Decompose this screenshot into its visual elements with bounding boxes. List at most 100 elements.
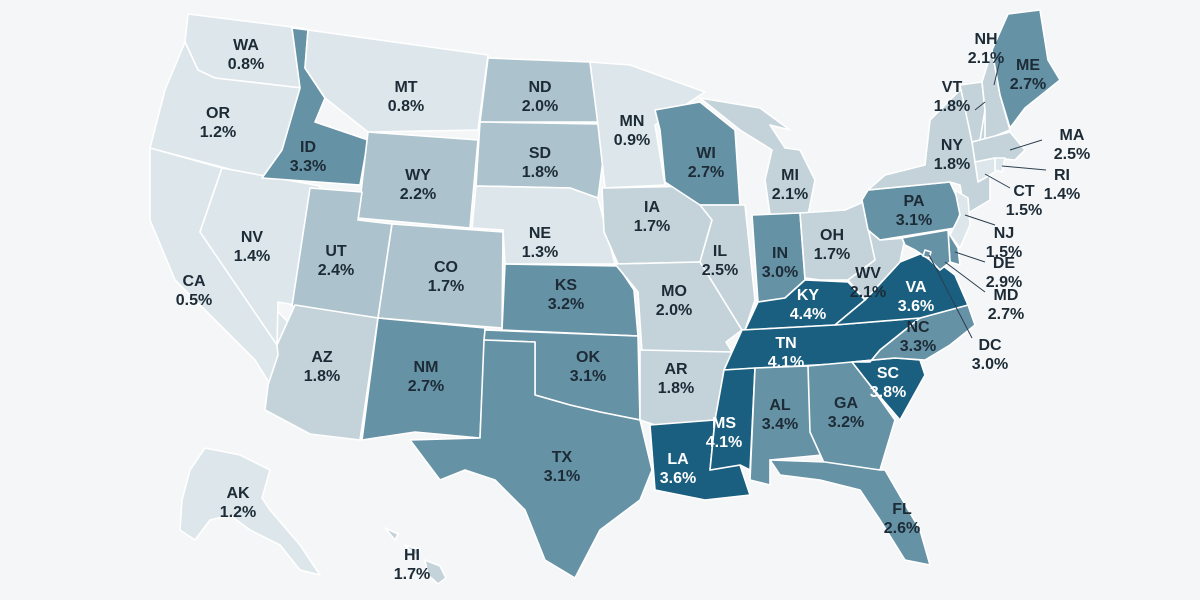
state-value-ND: 2.0% [522,98,558,115]
state-value-OR: 1.2% [200,124,236,141]
state-code-MS: MS [712,415,736,432]
state-code-DC: DC [978,337,1002,354]
state-HI[interactable] [384,527,447,585]
state-value-VT: 1.8% [934,98,970,115]
state-code-TX: TX [552,449,573,466]
state-code-OK: OK [576,349,600,366]
state-code-WI: WI [696,145,716,162]
state-code-NC: NC [906,319,930,336]
leader-DC [928,254,973,339]
state-code-PA: PA [903,193,924,210]
state-code-OH: OH [820,227,844,244]
state-value-WV: 2.1% [850,284,886,301]
state-value-TX: 3.1% [544,468,580,485]
state-code-AR: AR [664,361,688,378]
state-code-SD: SD [529,145,551,162]
state-code-VT: VT [942,79,963,96]
state-code-MI: MI [781,167,799,184]
state-value-AZ: 1.8% [304,368,340,385]
state-value-CA: 0.5% [176,292,212,309]
state-value-SD: 1.8% [522,164,558,181]
state-NJ[interactable] [949,189,971,249]
state-code-KY: KY [797,287,820,304]
leader-DE [954,251,986,263]
state-value-ME: 2.7% [1010,76,1046,93]
state-RI[interactable] [994,157,1006,173]
state-code-NM: NM [414,359,439,376]
state-code-CO: CO [434,259,458,276]
state-TX[interactable] [409,339,653,579]
state-value-RI: 1.4% [1044,186,1080,203]
state-NV[interactable] [199,167,321,346]
state-code-VA: VA [905,279,926,296]
state-value-NH: 2.1% [968,50,1004,67]
state-code-WV: WV [855,265,881,282]
state-value-OK: 3.1% [570,368,606,385]
state-WY[interactable] [357,131,479,229]
state-code-UT: UT [325,243,347,260]
state-value-KY: 4.4% [790,306,826,323]
state-code-LA: LA [667,451,689,468]
state-value-SC: 3.8% [870,384,906,401]
state-value-CT: 1.5% [1006,202,1042,219]
state-code-DE: DE [993,255,1016,272]
state-code-TN: TN [775,335,796,352]
state-FL[interactable] [769,459,931,566]
state-value-NV: 1.4% [234,248,270,265]
state-value-NJ: 1.5% [986,244,1022,261]
state-value-MD: 2.7% [988,306,1024,323]
state-value-HI: 1.7% [394,566,430,583]
state-NE[interactable] [471,185,616,265]
leader-MD [944,261,986,293]
state-value-GA: 3.2% [828,414,864,431]
state-AK[interactable] [179,447,321,576]
state-code-SC: SC [877,365,900,382]
state-code-NJ: NJ [994,225,1014,242]
state-code-MO: MO [661,283,687,300]
state-code-IA: IA [644,199,660,216]
state-ME[interactable] [991,9,1061,129]
state-value-WA: 0.8% [228,56,264,73]
state-value-NM: 2.7% [408,378,444,395]
state-value-IA: 1.7% [634,218,670,235]
state-value-IL: 2.5% [702,262,738,279]
state-value-PA: 3.1% [896,212,932,229]
state-WV[interactable] [847,227,906,301]
leader-NH [993,59,1001,86]
state-MN[interactable] [589,61,706,189]
state-MI[interactable] [699,97,816,216]
state-KS[interactable] [501,263,639,337]
state-code-NV: NV [241,229,264,246]
state-value-VA: 3.6% [898,298,934,315]
state-value-OH: 1.7% [814,246,850,263]
state-code-NH: NH [974,31,997,48]
state-value-FL: 2.6% [884,520,920,537]
state-CO[interactable] [377,223,504,329]
state-value-NY: 1.8% [934,156,970,173]
state-code-MD: MD [994,287,1019,304]
state-code-MA: MA [1060,127,1085,144]
state-code-WA: WA [233,37,259,54]
leader-MA [1009,139,1043,151]
state-value-NE: 1.3% [522,244,558,261]
state-code-RI: RI [1054,167,1070,184]
state-code-IL: IL [713,243,727,260]
state-VT[interactable] [959,81,986,143]
state-NC[interactable] [851,304,976,363]
state-CT[interactable] [974,157,996,183]
state-code-AZ: AZ [311,349,333,366]
state-value-WY: 2.2% [400,186,436,203]
state-NM[interactable] [361,317,486,441]
state-value-KS: 3.2% [548,296,584,313]
state-code-HI: HI [404,547,420,564]
state-value-MS: 4.1% [706,434,742,451]
state-value-DE: 2.9% [986,274,1022,291]
state-value-MI: 2.1% [772,186,808,203]
leader-CT [984,173,1011,189]
state-code-GA: GA [834,395,858,412]
state-code-MT: MT [394,79,417,96]
state-value-UT: 2.4% [318,262,354,279]
state-code-KS: KS [555,277,578,294]
state-value-ID: 3.3% [290,158,326,175]
